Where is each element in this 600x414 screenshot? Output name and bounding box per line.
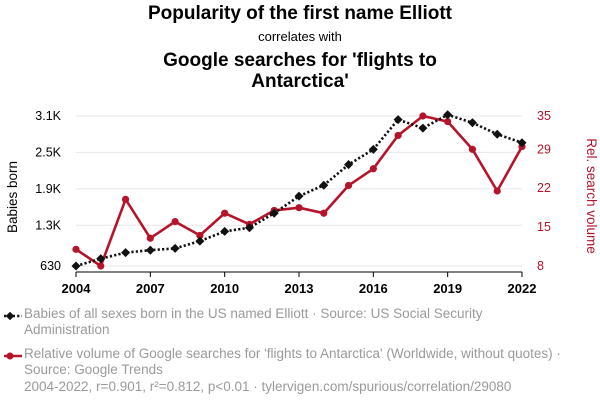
y-left-tick-label: 1.9K xyxy=(35,182,61,196)
series-1-point xyxy=(145,245,155,255)
legend-swatch-solid xyxy=(4,352,22,360)
x-tick-label: 2022 xyxy=(508,281,537,296)
y-left-tick-label: 3.1K xyxy=(35,109,61,123)
series-2-point xyxy=(295,204,303,212)
series-2-point xyxy=(468,145,477,153)
y-right-tick-label: 29 xyxy=(537,142,551,156)
series-2-point xyxy=(121,195,130,203)
series-1-point xyxy=(492,129,502,139)
series-1-point xyxy=(393,115,403,125)
footer-stats: 2004-2022, r=0.901, r²=0.812, p<0.01 · t… xyxy=(24,379,512,394)
series-2-point xyxy=(369,165,377,173)
series-1-line xyxy=(75,113,523,268)
series-2-point xyxy=(394,131,402,140)
series-1-point xyxy=(319,180,329,190)
series-2-point xyxy=(344,181,353,190)
series-1-point xyxy=(443,110,453,120)
series-2-point xyxy=(493,187,501,195)
series-2-point xyxy=(419,112,427,120)
x-tick-label: 2004 xyxy=(62,281,92,296)
series-2-point xyxy=(97,262,105,270)
y-right-tick-label: 15 xyxy=(537,220,551,234)
series-1-point xyxy=(467,118,477,128)
series-2-point xyxy=(72,245,80,253)
chart-title: Popularity of the first name Elliott xyxy=(147,3,453,24)
chart-subtitle: correlates with xyxy=(258,29,342,44)
series-2-point xyxy=(444,117,452,126)
series-1-point xyxy=(121,248,131,258)
series-2-point xyxy=(221,209,229,217)
y-left-tick-label: 2.5K xyxy=(35,145,61,159)
x-tick-label: 2007 xyxy=(136,281,165,296)
series-2-point xyxy=(320,209,328,217)
series-1-point xyxy=(418,123,428,133)
series-2-line xyxy=(75,114,524,268)
y-left-axis-label: Babies born xyxy=(5,161,20,233)
series-1-point xyxy=(244,223,254,233)
series-2-point xyxy=(196,231,204,240)
legend-label-series-2: Relative volume of Google searches for '… xyxy=(24,346,561,377)
x-tick-label: 2010 xyxy=(210,281,239,296)
series-1-point xyxy=(344,160,354,170)
legend-swatch-dotted xyxy=(4,311,22,321)
series-1-point xyxy=(71,261,81,271)
series-2-point xyxy=(171,217,179,226)
y-right-tick-label: 22 xyxy=(537,181,551,195)
x-tick-label: 2019 xyxy=(433,281,462,296)
series-1-point xyxy=(195,236,205,246)
y-right-tick-label: 8 xyxy=(537,259,544,273)
y-left-tick-label: 1.3K xyxy=(35,218,61,232)
y-right-axis-label: Rel. search volume xyxy=(584,138,599,254)
series-1-point xyxy=(220,226,230,236)
legend-label-series-1: Babies of all sexes born in the US named… xyxy=(24,306,483,337)
x-tick-label: 2016 xyxy=(359,281,388,296)
series-1-point xyxy=(294,191,304,201)
series-2-point xyxy=(146,234,154,242)
y-right-tick-label: 35 xyxy=(537,109,551,123)
y-left-tick-label: 630 xyxy=(40,259,61,273)
x-tick-label: 2013 xyxy=(285,281,314,296)
chart-title-secondary: Google searches for 'flights to Antarcti… xyxy=(163,50,437,92)
series-1-point xyxy=(170,243,180,253)
